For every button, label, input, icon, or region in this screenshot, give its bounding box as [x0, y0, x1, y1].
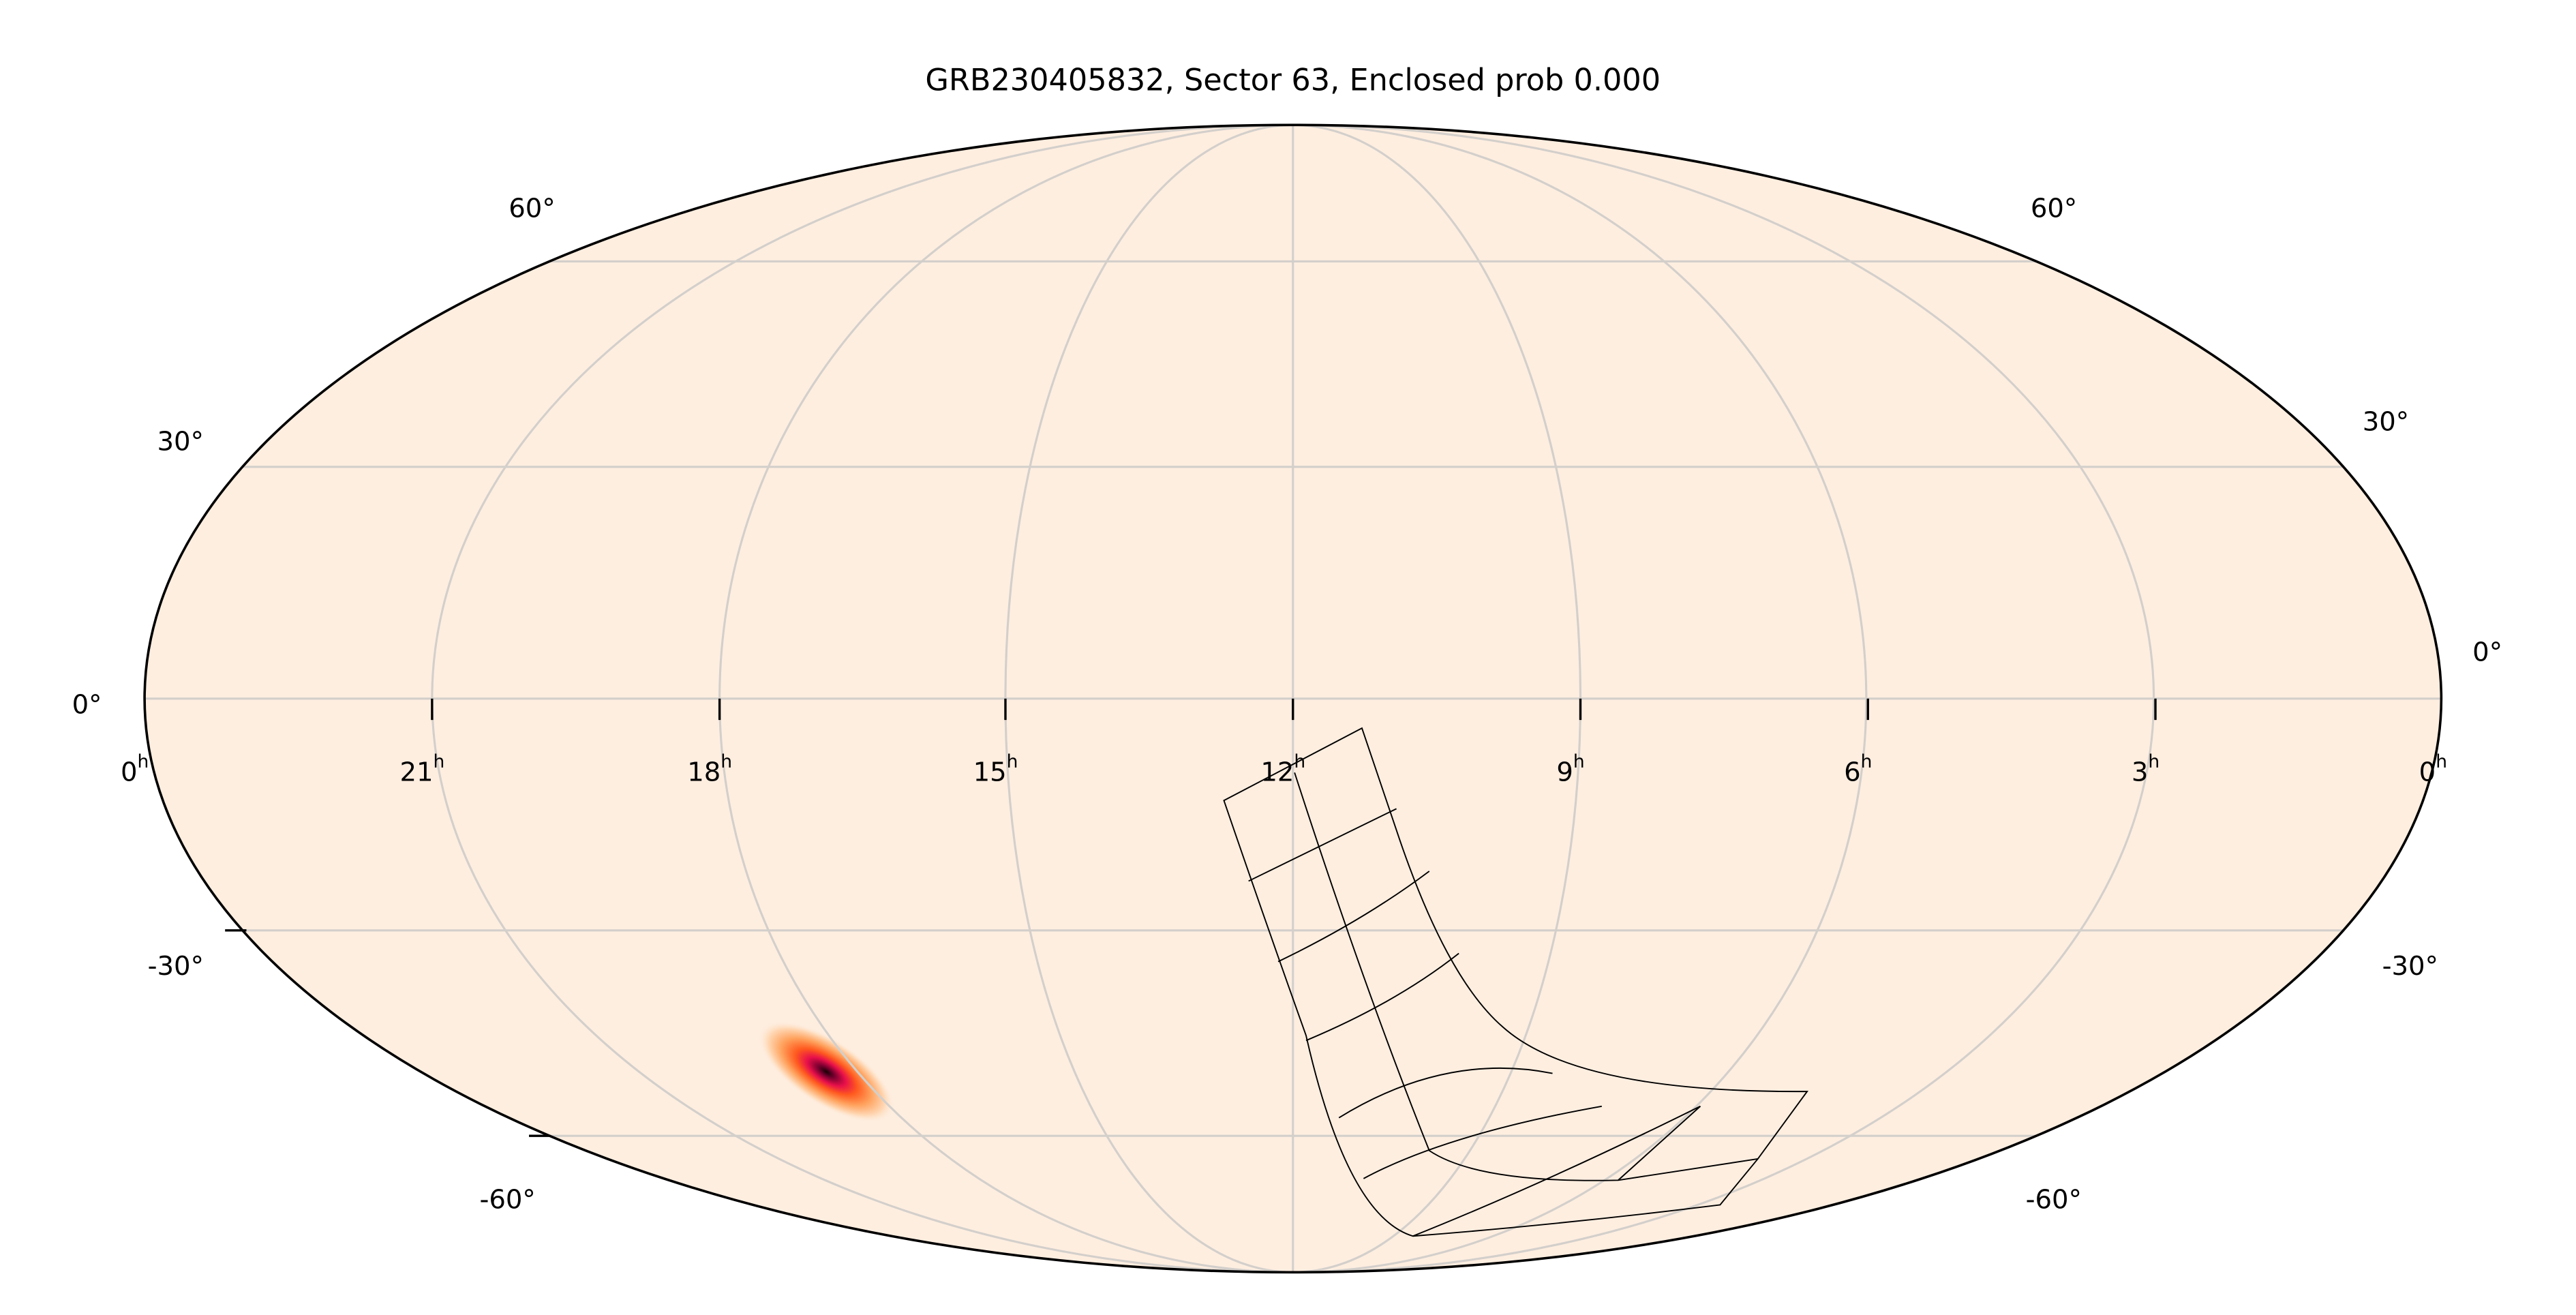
svg-text:0°: 0° [72, 689, 102, 720]
svg-text:21h: 21h [399, 751, 444, 787]
svg-text:30°: 30° [157, 427, 204, 457]
svg-text:15h: 15h [973, 751, 1018, 787]
tess-footprint [1223, 727, 1808, 1237]
svg-text:30°: 30° [2363, 407, 2409, 438]
chart-title: GRB230405832, Sector 63, Enclosed prob 0… [925, 63, 1661, 98]
svg-text:-60°: -60° [479, 1184, 535, 1215]
svg-text:18h: 18h [687, 751, 732, 787]
dec-tick-labels-left: 60° 30° 0° -30° -60° [72, 193, 556, 1215]
svg-text:60°: 60° [509, 193, 555, 224]
ra-ticks [225, 698, 2157, 1137]
ra-tick-labels: 0h 21h 18h 15h 12h 9h 6h 3h 0h [121, 751, 2447, 787]
svg-text:-30°: -30° [2382, 951, 2438, 982]
svg-text:0°: 0° [2472, 637, 2502, 667]
svg-text:60°: 60° [2031, 193, 2077, 224]
svg-text:12h: 12h [1260, 751, 1305, 787]
svg-text:3h: 3h [2132, 751, 2160, 787]
svg-text:6h: 6h [1844, 751, 1872, 787]
sky-ellipse [143, 123, 2443, 1274]
svg-text:0h: 0h [121, 751, 149, 787]
svg-text:0h: 0h [2419, 751, 2447, 787]
svg-text:9h: 9h [1556, 751, 1584, 787]
probability-heatmap [757, 1021, 895, 1123]
svg-text:-30°: -30° [148, 951, 204, 982]
svg-text:-60°: -60° [2026, 1184, 2082, 1215]
dec-tick-labels-right: 60° 30° 0° -30° -60° [2026, 193, 2502, 1215]
